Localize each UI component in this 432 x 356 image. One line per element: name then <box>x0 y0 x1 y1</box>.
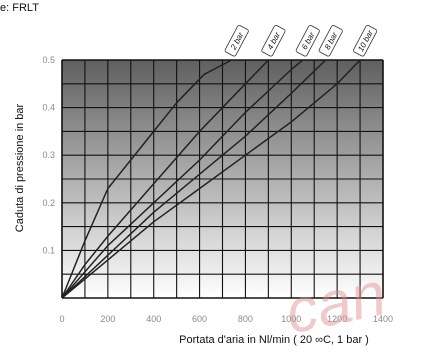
series-tag: 8 bar <box>318 24 343 57</box>
series-tag-box <box>261 24 286 57</box>
x-tick-label: 200 <box>100 314 115 324</box>
series-tag: 4 bar <box>261 24 286 57</box>
y-tick-label: 0.1 <box>42 245 55 255</box>
series-line <box>61 59 304 299</box>
y-tick-label: 0.2 <box>42 198 55 208</box>
series-tag: 10 bar <box>353 24 378 57</box>
x-tick-label: 1200 <box>327 314 347 324</box>
series-tag: 6 bar <box>295 24 320 57</box>
x-tick-labels: 0 200 400 600 800 1000 1200 1400 <box>59 314 393 324</box>
x-tick-label: 400 <box>146 314 161 324</box>
grid <box>61 59 384 299</box>
x-tick-label: 0 <box>59 314 64 324</box>
y-tick-label: 0.5 <box>42 55 55 65</box>
x-tick-label: 600 <box>192 314 207 324</box>
y-axis-title: Caduta di pressione in bar <box>14 103 26 232</box>
series-tag-box <box>224 24 249 57</box>
series-tag-box <box>353 24 378 57</box>
series-tags: 2 bar 4 bar 6 bar 8 bar 10 bar <box>224 24 378 57</box>
series-tag-box <box>295 24 320 57</box>
page-label: e: FRLT <box>0 2 39 14</box>
series-line <box>61 59 361 299</box>
series-line <box>61 59 269 299</box>
series-lines <box>61 59 361 299</box>
x-tick-label: 1000 <box>281 314 301 324</box>
y-tick-labels: 0.1 0.2 0.3 0.4 0.5 <box>42 55 55 255</box>
series-tag: 2 bar <box>224 24 249 57</box>
x-axis-title: Portata d'aria in Nl/min ( 20 ∞C, 1 bar … <box>179 334 369 346</box>
y-tick-label: 0.4 <box>42 103 55 113</box>
series-line <box>61 59 233 299</box>
x-tick-label: 800 <box>238 314 253 324</box>
series-line <box>61 59 327 299</box>
series-tag-box <box>318 24 343 57</box>
x-tick-label: 1400 <box>373 314 393 324</box>
y-tick-label: 0.3 <box>42 150 55 160</box>
